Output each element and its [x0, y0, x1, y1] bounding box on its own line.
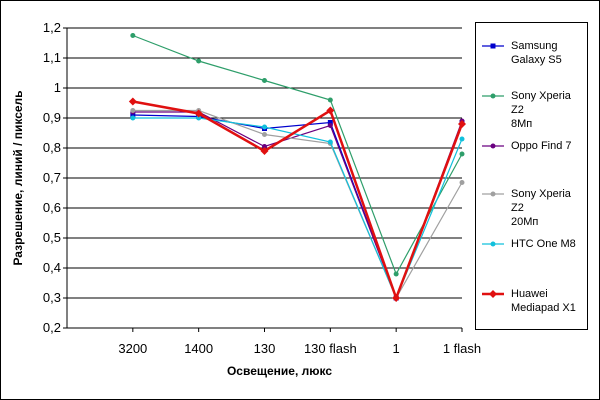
- y-tick-label: 0,7: [43, 170, 61, 185]
- y-tick-label: 0,8: [43, 140, 61, 155]
- data-point: [130, 115, 136, 121]
- legend-label: Sony Xperia Z2 20Мп: [511, 188, 571, 228]
- data-point: [459, 180, 465, 185]
- y-tick-label: 1,2: [43, 20, 61, 35]
- data-point: [327, 139, 333, 145]
- legend-label: HTC One M8: [511, 238, 576, 250]
- x-tick-label: 1: [393, 341, 400, 356]
- x-tick-label: 3200: [118, 341, 147, 356]
- x-tick-label: 1 flash: [443, 341, 481, 356]
- legend-label: Huawei Mediapad X1: [511, 288, 576, 314]
- data-point: [459, 151, 465, 157]
- data-point: [130, 108, 136, 113]
- data-point: [262, 78, 267, 83]
- series-sony-xperia-z2-8мп: [130, 33, 465, 277]
- legend: Samsung Galaxy S5 Sony Xperia Z2 8Мп Opp…: [475, 22, 588, 330]
- series-line: [132, 114, 463, 300]
- legend-swatch: [482, 290, 504, 298]
- data-point: [196, 58, 202, 64]
- y-tick-label: 0,6: [43, 200, 61, 215]
- series-line: [132, 109, 463, 300]
- data-point: [262, 132, 267, 137]
- data-point: [130, 112, 136, 118]
- legend-label: Sony Xperia Z2 8Мп: [511, 90, 571, 130]
- x-axis-title: Освещение, люкс: [227, 364, 332, 378]
- legend-swatch: [482, 93, 504, 99]
- data-point: [489, 290, 497, 298]
- y-tick-label: 0,2: [43, 320, 61, 335]
- y-tick-label: 1,1: [43, 50, 61, 65]
- data-point: [392, 294, 401, 302]
- series-line: [132, 100, 464, 302]
- y-tick-label: 0,5: [43, 230, 61, 245]
- data-point: [196, 115, 202, 121]
- y-tick-label: 1: [54, 80, 61, 95]
- data-point: [459, 136, 465, 142]
- data-point: [393, 271, 399, 277]
- x-tick-label: 1400: [184, 341, 213, 356]
- x-tick-label: 130: [254, 341, 276, 356]
- data-point: [490, 191, 496, 197]
- data-point: [262, 144, 267, 149]
- data-point: [130, 33, 136, 38]
- data-point: [490, 241, 496, 247]
- data-point: [490, 93, 496, 99]
- data-point: [326, 106, 335, 115]
- data-point: [458, 120, 466, 128]
- y-tick-label: 0,4: [43, 260, 61, 275]
- legend-swatch: [482, 191, 504, 197]
- legend-swatch: [482, 241, 504, 247]
- x-tick-label: 130 flash: [304, 341, 357, 356]
- legend-swatch: [482, 143, 504, 149]
- data-point: [262, 124, 267, 130]
- data-point: [490, 143, 496, 149]
- series-sony-xperia-z2-20мп: [130, 108, 465, 301]
- series-oppo-find-7: [130, 109, 465, 301]
- y-tick-label: 0,9: [43, 110, 61, 125]
- y-tick-label: 0,3: [43, 290, 61, 305]
- y-axis-title: Разрешение, линий / пиксель: [11, 90, 25, 265]
- legend-label: Samsung Galaxy S5: [511, 40, 562, 66]
- series-huawei-mediapad-x1: [128, 97, 466, 302]
- legend-swatch: [482, 43, 504, 49]
- legend-label: Oppo Find 7: [511, 140, 572, 152]
- data-point: [327, 123, 333, 128]
- data-point: [327, 97, 333, 103]
- data-point: [128, 97, 137, 106]
- series-line: [132, 34, 463, 276]
- data-point: [490, 43, 496, 49]
- data-point: [194, 109, 203, 118]
- series-samsung-galaxy-s5: [130, 112, 465, 301]
- data-point: [260, 147, 269, 155]
- data-point: [327, 120, 333, 125]
